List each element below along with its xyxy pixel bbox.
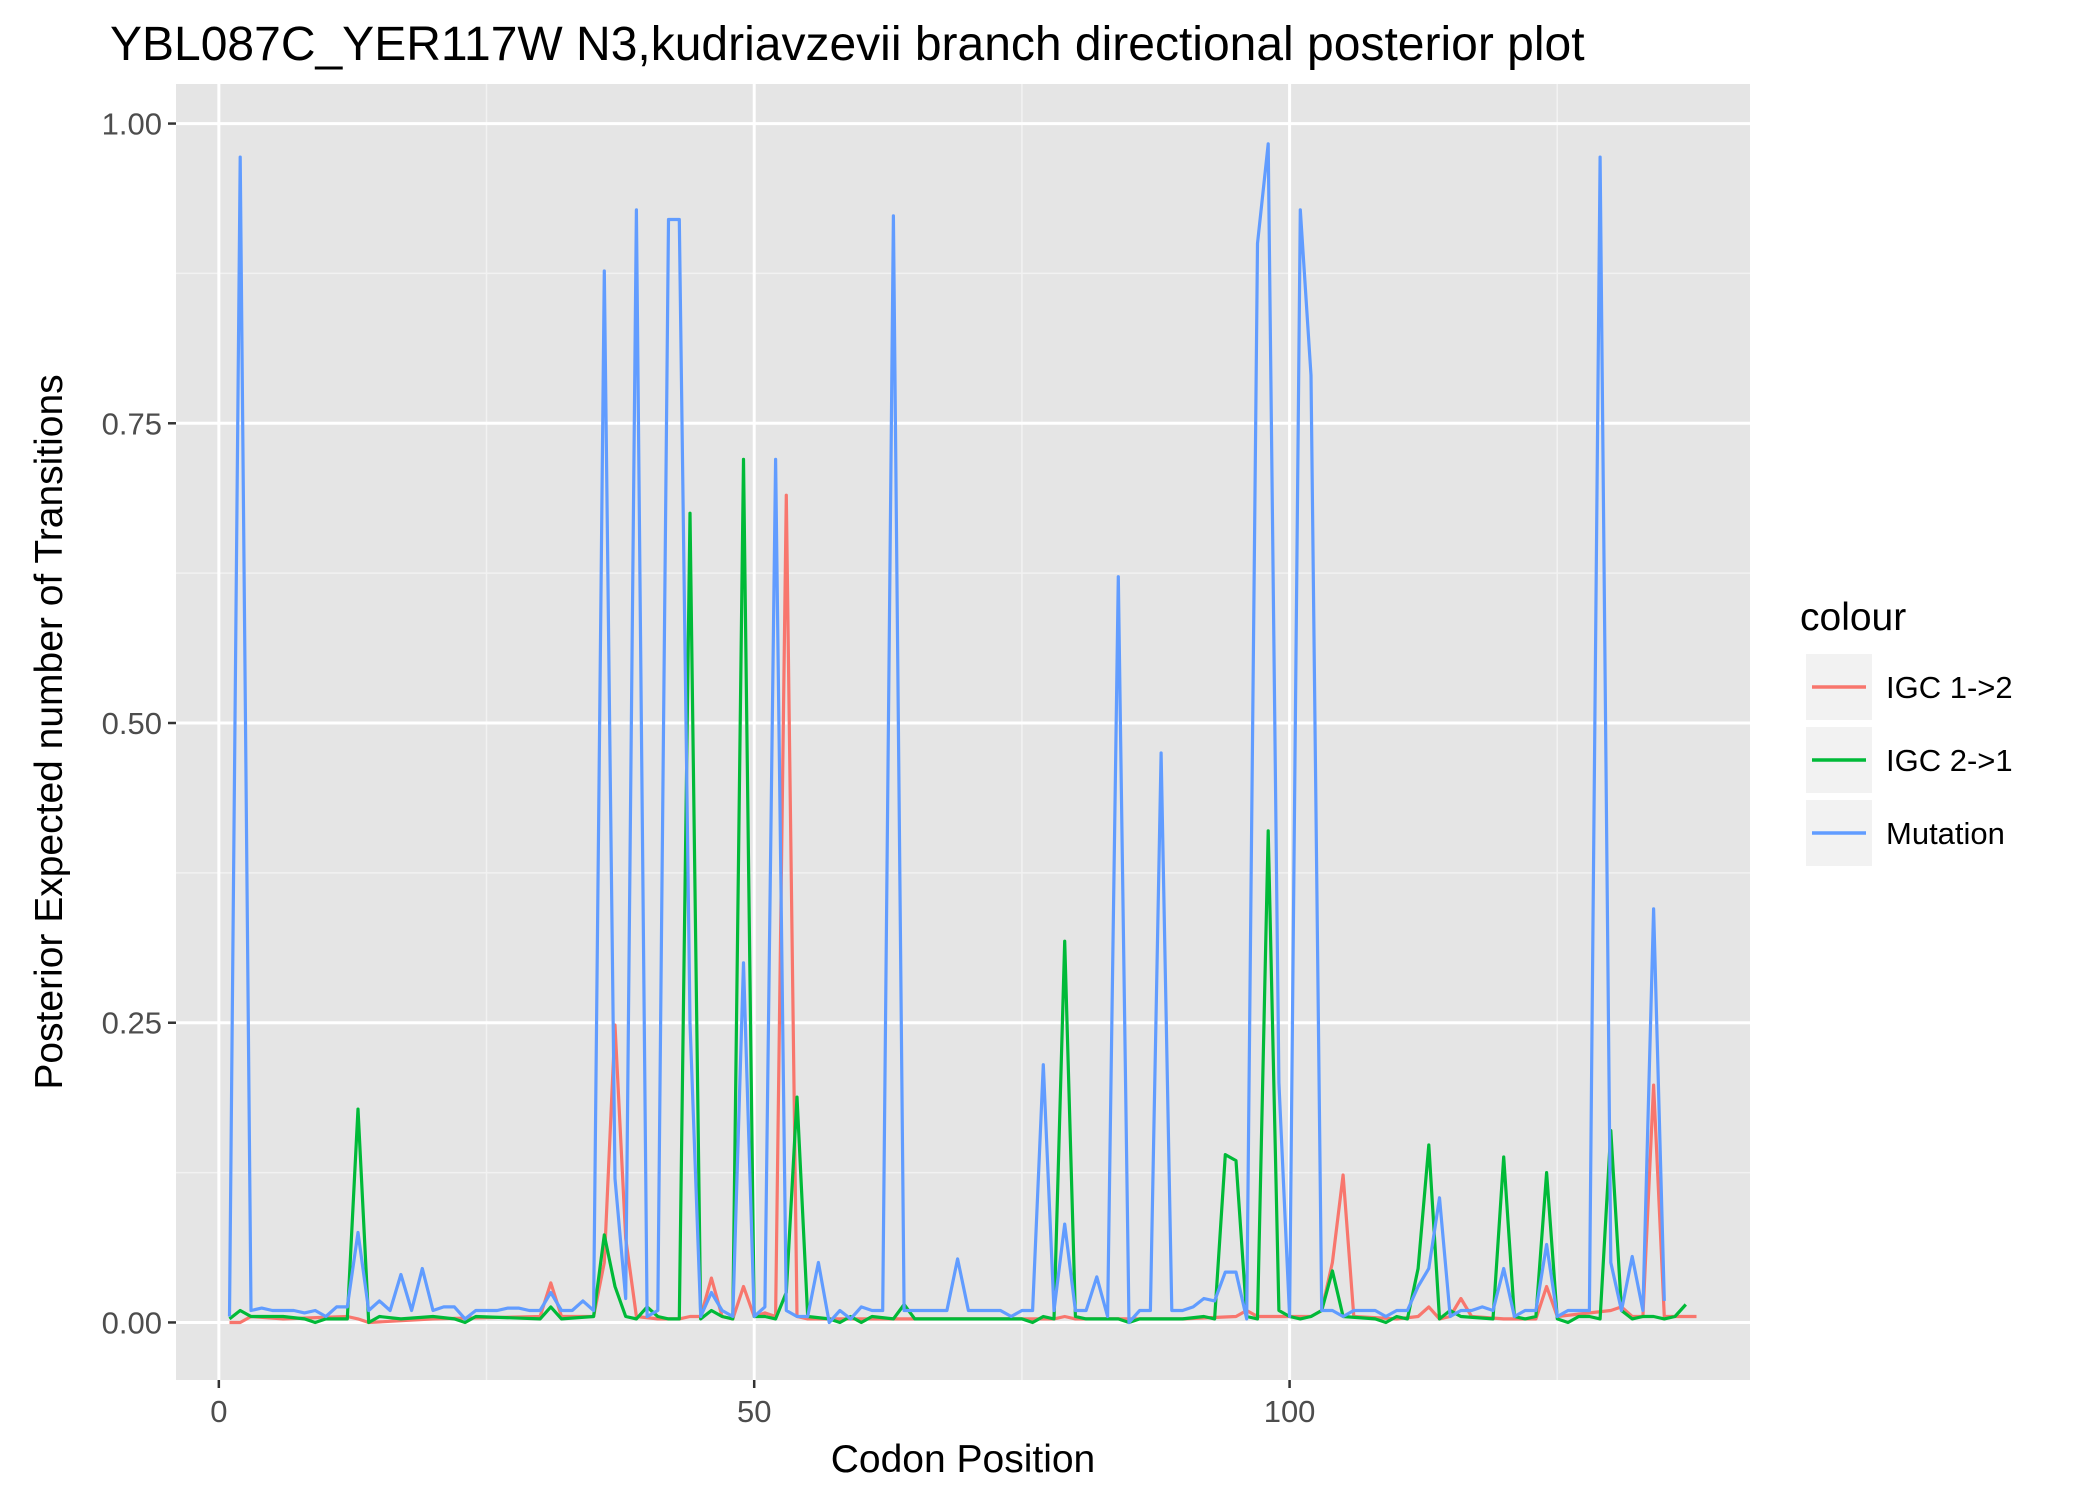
series-line-igc-2-1 [228, 457, 1687, 1325]
series-lines [227, 142, 1697, 1325]
x-axis-ticks: 0 50 100 [210, 1380, 1315, 1429]
y-axis-title: Posterior Expected number of Transitions [28, 374, 71, 1089]
legend: colour IGC 1->2 IGC 2->1 Mutation [1800, 596, 2013, 866]
y-tick-label: 0.00 [102, 1305, 162, 1340]
legend-label-igc-1-2: IGC 1->2 [1886, 670, 2013, 705]
legend-label-mutation: Mutation [1886, 816, 2005, 851]
minor-gridlines [176, 84, 1750, 1380]
chart-title: YBL087C_YER117W N3,kudriavzevii branch d… [110, 18, 1585, 71]
x-tick-label: 50 [737, 1394, 771, 1429]
y-tick-label: 0.50 [102, 706, 162, 741]
x-tick-label: 100 [1264, 1394, 1316, 1429]
legend-keys: IGC 1->2 IGC 2->1 Mutation [1806, 654, 2013, 866]
legend-label-igc-2-1: IGC 2->1 [1886, 743, 2013, 778]
plot-panel [176, 84, 1750, 1380]
major-gridlines [176, 84, 1750, 1380]
series-line-mutation [227, 142, 1666, 1325]
y-tick-label: 0.25 [102, 1006, 162, 1041]
x-axis-title: Codon Position [831, 1438, 1096, 1481]
x-tick-label: 0 [210, 1394, 227, 1429]
y-tick-label: 1.00 [102, 107, 162, 142]
legend-title: colour [1800, 596, 1906, 639]
y-axis-ticks: 0.00 0.25 0.50 0.75 1.00 [102, 107, 176, 1340]
y-tick-label: 0.75 [102, 406, 162, 441]
